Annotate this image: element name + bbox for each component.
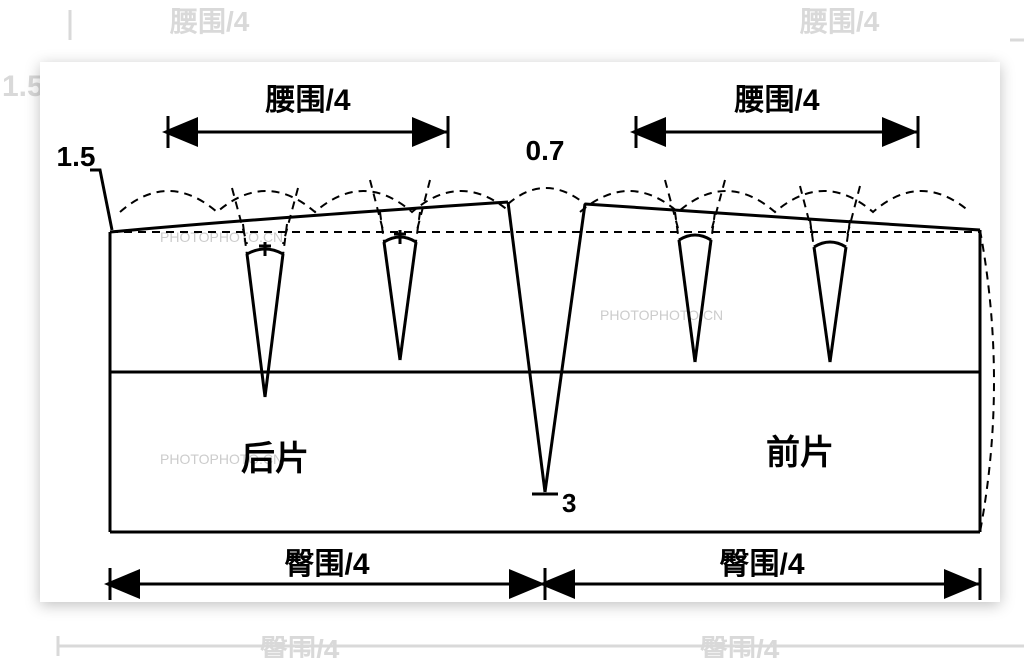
bottom-dimensions [110,568,980,600]
num-1-5: 1.5 [57,141,96,172]
watermark: PHOTOPHOTO.CN [600,307,723,323]
diagram-card: PHOTOPHOTO.CN PHOTOPHOTO.CN PHOTOPHOTO.C… [40,62,1000,602]
waist-label-left: 腰围/4 [265,84,350,117]
dashed-construction [110,180,994,532]
leader-1-5 [90,170,112,230]
num-0-7: 0.7 [526,135,565,166]
front-panel-label: 前片 [766,434,834,472]
num-3: 3 [562,488,576,518]
hip-label-right: 臀围/4 [719,548,804,581]
hip-label-left: 臀围/4 [284,548,369,581]
waist-label-right: 腰围/4 [734,84,819,117]
solid-pattern [110,202,980,532]
back-panel-label: 后片 [241,440,309,478]
pattern-diagram: PHOTOPHOTO.CN PHOTOPHOTO.CN PHOTOPHOTO.C… [40,62,1000,602]
watermark-group: PHOTOPHOTO.CN PHOTOPHOTO.CN PHOTOPHOTO.C… [160,229,723,467]
